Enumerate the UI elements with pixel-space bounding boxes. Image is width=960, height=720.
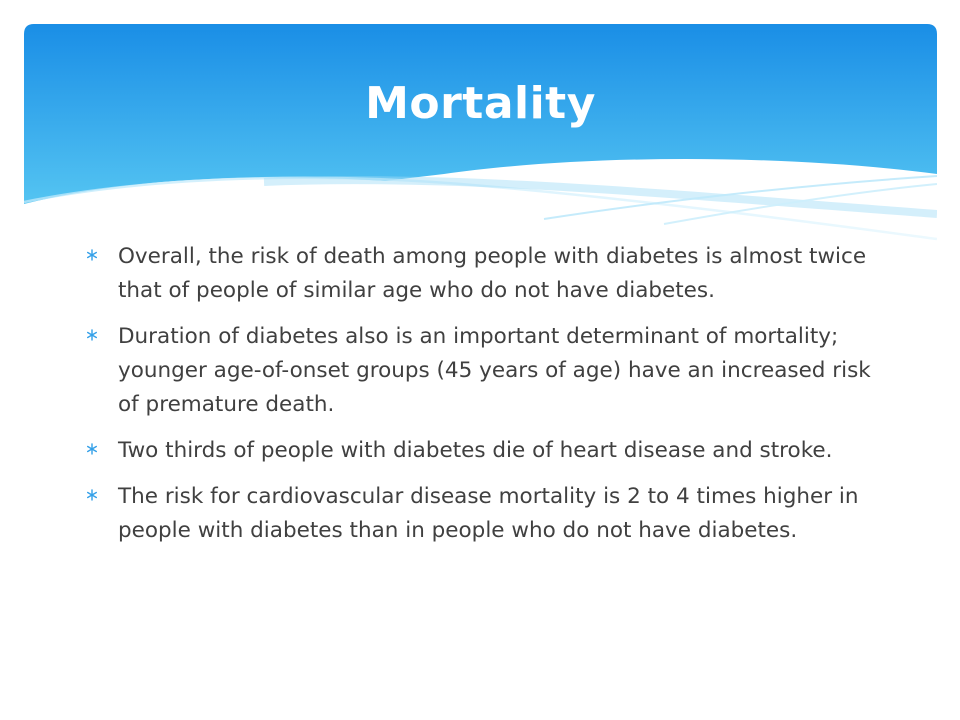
bullet-text: The risk for cardiovascular disease mort… [118, 484, 859, 543]
bullet-text: Two thirds of people with diabetes die o… [118, 438, 833, 463]
asterisk-icon [87, 489, 98, 501]
bullet-item: The risk for cardiovascular disease mort… [86, 480, 886, 548]
title-banner-background [24, 24, 937, 244]
bullet-item: Two thirds of people with diabetes die o… [86, 434, 886, 468]
title-banner: Mortality [24, 24, 937, 244]
asterisk-icon [87, 329, 98, 341]
bullet-text: Overall, the risk of death among people … [118, 244, 867, 303]
bullet-item: Duration of diabetes also is an importan… [86, 320, 886, 422]
bullet-text: Duration of diabetes also is an importan… [118, 324, 871, 417]
bullet-item: Overall, the risk of death among people … [86, 240, 886, 308]
slide-title: Mortality [365, 78, 596, 129]
bullet-list: Overall, the risk of death among people … [86, 240, 886, 560]
asterisk-icon [87, 443, 98, 455]
asterisk-icon [87, 249, 98, 261]
